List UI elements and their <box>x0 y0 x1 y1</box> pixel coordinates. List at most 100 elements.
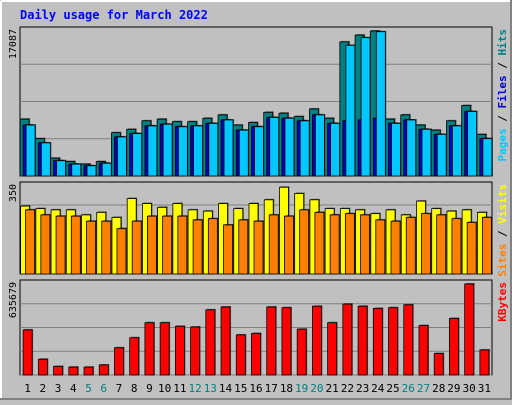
bar-kbytes-day-31 <box>479 349 490 376</box>
legend-entry: KBytes <box>496 282 509 322</box>
bar-sites-day-7 <box>116 228 127 275</box>
bar-kbytes-day-11 <box>174 325 185 376</box>
bar-pages-day-30 <box>467 111 478 177</box>
bar-pages-day-29 <box>452 125 462 177</box>
bar-pages-day-13 <box>208 122 219 177</box>
bar-sites-day-22 <box>344 213 355 275</box>
x-tick-label: 21 <box>326 382 339 395</box>
bar-sites-day-14 <box>223 224 233 275</box>
legend-entry: Hits <box>496 29 509 56</box>
x-axis: 1 2 3 4 5 6 7 8 9 10 11 12 13 14 15 16 17 18 19 20 21 22 23 24 2… <box>24 382 491 395</box>
bar-kbytes-day-29 <box>449 318 459 376</box>
panel-top: 17087 Pages / Files / Hits <box>8 26 509 177</box>
x-tick-label: 20 <box>310 382 323 395</box>
bar-sites-day-3 <box>55 215 66 275</box>
bar-sites-day-20 <box>314 211 325 275</box>
y-max-label: 17087 <box>8 29 19 59</box>
bar-sites-day-13 <box>207 218 218 275</box>
legend-entry: / <box>496 56 509 76</box>
bar-kbytes-day-3 <box>53 366 63 376</box>
bar-sites-day-1 <box>25 209 36 275</box>
x-tick-label: 26 <box>402 382 415 395</box>
x-tick-label: 11 <box>173 382 186 395</box>
bar-kbytes-day-21 <box>327 322 338 376</box>
bar-sites-day-18 <box>284 215 294 275</box>
legend-entry: / <box>496 224 509 244</box>
bar-pages-day-21 <box>330 122 341 177</box>
bar-pages-day-20 <box>315 114 325 177</box>
bar-sites-day-29 <box>451 218 462 275</box>
bar-kbytes-day-18 <box>281 307 292 376</box>
x-tick-label: 13 <box>204 382 217 395</box>
bar-sites-day-21 <box>329 214 340 275</box>
bar-pages-day-22 <box>345 44 356 177</box>
bar-pages-day-10 <box>162 123 173 177</box>
bar-pages-day-15 <box>238 129 249 177</box>
bar-sites-day-8 <box>131 220 142 275</box>
bar-sites-day-2 <box>40 214 51 275</box>
bar-pages-day-1 <box>25 124 36 177</box>
bar-pages-day-31 <box>482 138 493 177</box>
x-tick-label: 23 <box>356 382 369 395</box>
x-tick-label: 14 <box>219 382 233 395</box>
x-tick-label: 22 <box>341 382 354 395</box>
bar-kbytes-day-6 <box>98 364 109 376</box>
bar-sites-day-19 <box>299 209 310 275</box>
bar-pages-day-12 <box>193 125 203 177</box>
panel-legend: KBytes <box>496 282 509 322</box>
bar-pages-day-18 <box>284 117 295 177</box>
bar-sites-day-31 <box>481 217 492 275</box>
legend-entry: / <box>496 109 509 129</box>
bar-sites-day-10 <box>162 215 173 275</box>
bar-sites-day-12 <box>192 219 203 275</box>
bar-kbytes-day-16 <box>251 333 261 376</box>
bar-pages-day-9 <box>147 125 158 177</box>
x-tick-label: 4 <box>70 382 77 395</box>
bar-kbytes-day-12 <box>190 326 200 376</box>
bar-kbytes-day-8 <box>129 337 140 376</box>
panel-legend: Sites / Visits <box>496 184 509 277</box>
bar-sites-day-30 <box>466 222 477 275</box>
x-tick-label: 17 <box>265 382 278 395</box>
bar-pages-day-19 <box>299 120 310 177</box>
x-tick-label: 7 <box>116 382 123 395</box>
x-tick-label: 3 <box>55 382 62 395</box>
x-tick-label: 31 <box>478 382 491 395</box>
bar-kbytes-day-22 <box>342 303 353 376</box>
bar-pages-day-25 <box>391 122 401 177</box>
bar-kbytes-day-7 <box>114 347 124 376</box>
x-tick-label: 5 <box>85 382 92 395</box>
bar-sites-day-15 <box>238 219 249 275</box>
bar-kbytes-day-13 <box>205 309 216 376</box>
bar-pages-day-16 <box>254 126 264 177</box>
x-tick-label: 24 <box>371 382 385 395</box>
bar-pages-day-14 <box>223 119 234 177</box>
bar-sites-day-17 <box>268 214 279 275</box>
bar-pages-day-26 <box>406 119 417 177</box>
panel-middle: 350 Sites / Visits <box>8 181 509 277</box>
bar-sites-day-5 <box>86 220 96 275</box>
bar-kbytes-day-27 <box>418 325 429 376</box>
bar-pages-day-28 <box>436 134 447 177</box>
x-tick-label: 18 <box>280 382 293 395</box>
bar-sites-day-11 <box>177 215 188 275</box>
x-tick-label: 12 <box>188 382 201 395</box>
bar-pages-day-6 <box>101 162 112 177</box>
y-max-label: 350 <box>8 184 19 202</box>
x-tick-label: 15 <box>234 382 247 395</box>
bar-sites-day-27 <box>421 213 431 275</box>
bar-kbytes-day-28 <box>433 353 444 376</box>
bar-pages-day-5 <box>86 165 97 177</box>
bar-kbytes-day-20 <box>312 305 322 376</box>
bar-kbytes-day-1 <box>22 329 33 376</box>
x-tick-label: 1 <box>24 382 31 395</box>
bar-sites-day-25 <box>390 220 401 275</box>
bar-kbytes-day-26 <box>403 304 414 376</box>
bar-kbytes-day-9 <box>144 322 155 376</box>
bar-kbytes-day-24 <box>372 308 383 376</box>
panel-bottom: 635679 KBytes <box>8 279 509 376</box>
bar-pages-day-23 <box>360 37 371 177</box>
x-tick-label: 6 <box>100 382 107 395</box>
